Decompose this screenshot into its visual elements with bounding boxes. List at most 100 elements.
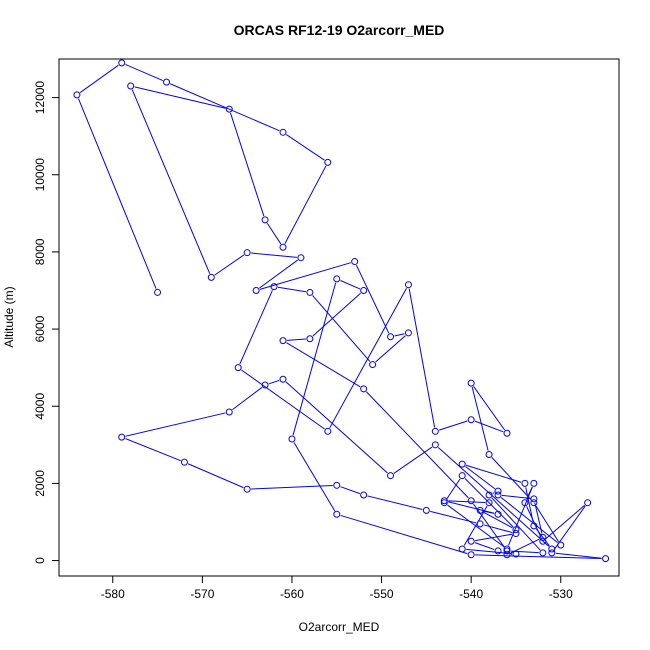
data-point (118, 433, 126, 441)
data-point (225, 408, 233, 416)
series-line-segment (131, 89, 211, 274)
data-point (387, 333, 395, 341)
series-line-segment (214, 254, 245, 276)
data-point (369, 361, 377, 369)
series-line-segment (534, 502, 543, 534)
plot-frame (58, 58, 620, 577)
data-point (485, 491, 493, 499)
series-line-segment (251, 485, 333, 490)
data-point (288, 435, 296, 443)
chart-title: ORCAS RF12-19 O2arcorr_MED (234, 22, 445, 38)
series-line-segment (393, 446, 433, 474)
series-line-segment (284, 165, 327, 244)
series-line-segment (125, 63, 164, 82)
series-line-segment (77, 98, 157, 289)
series-line-segment (367, 495, 423, 510)
data-point (530, 495, 538, 503)
data-point (163, 78, 171, 86)
series-line-segment (251, 252, 297, 258)
y-tick-label: 8000 (33, 238, 47, 265)
data-point (252, 286, 260, 294)
data-point (503, 547, 511, 555)
data-point (154, 288, 162, 296)
series-line-segment (285, 381, 388, 474)
series-line-segment (438, 420, 468, 431)
series-line-segment (293, 442, 336, 512)
data-point (467, 551, 475, 559)
series-line-segment (241, 369, 325, 430)
data-point (467, 379, 475, 387)
series-line-segment (329, 287, 407, 429)
series-line-segment (375, 335, 406, 363)
y-tick-label: 10000 (33, 158, 47, 192)
series-line-segment (229, 112, 265, 217)
series-line-segment (491, 497, 541, 551)
series-line-segment (340, 280, 361, 290)
data-points (73, 59, 610, 563)
data-point (234, 364, 242, 372)
y-tick-label: 12000 (33, 81, 47, 115)
series-line-segment (366, 391, 469, 499)
x-tick-label: -530 (549, 587, 573, 601)
data-point (521, 499, 529, 507)
data-point (279, 375, 287, 383)
data-point (360, 385, 368, 393)
y-axis-label: Altitude (m) (2, 286, 16, 347)
data-point (431, 441, 439, 449)
series-line-segment (473, 386, 506, 431)
series-line-segment (239, 290, 273, 365)
data-point (333, 481, 341, 489)
data-point (440, 499, 448, 507)
data-point (431, 427, 439, 435)
series-line-segment (340, 514, 468, 555)
data-point (270, 283, 278, 291)
series-line-segment (500, 497, 558, 544)
series-line-segment (355, 264, 390, 334)
series-line-segment (312, 292, 361, 337)
data-point (530, 522, 538, 530)
data-point (324, 427, 332, 435)
series-line-segment (430, 510, 477, 524)
data-point (404, 281, 412, 289)
series-lines (77, 63, 602, 560)
data-point (458, 460, 466, 468)
series-line-segment (483, 524, 513, 534)
x-axis: -580 -570 -560 -550 -540 -530 (101, 576, 573, 601)
y-tick-label: 6000 (33, 315, 47, 342)
series-line-segment (79, 64, 119, 93)
data-point (387, 472, 395, 480)
y-tick-label: 2000 (33, 470, 47, 497)
series-line-segment (259, 262, 351, 290)
data-point (476, 520, 484, 528)
x-axis-label: O2arcorr_MED (299, 620, 380, 634)
data-point (602, 555, 610, 563)
series-line-segment (535, 505, 560, 543)
data-point (548, 545, 556, 553)
series-line-segment (491, 457, 532, 501)
series-line-segment (134, 86, 226, 109)
series-line-segment (475, 533, 513, 542)
data-point (494, 487, 502, 495)
data-point (503, 429, 511, 437)
y-tick-label: 4000 (33, 393, 47, 420)
series-line-segment (312, 295, 371, 362)
series-line-segment (169, 83, 280, 132)
series-line-segment (277, 286, 307, 293)
data-point (530, 499, 538, 507)
data-point (279, 128, 287, 136)
data-point (127, 82, 135, 90)
data-point (73, 91, 81, 99)
series-line-segment (232, 387, 263, 411)
series-line-segment (259, 259, 298, 289)
data-point (306, 335, 314, 343)
data-point (494, 547, 502, 555)
series-line-segment (465, 464, 522, 483)
data-point (243, 249, 251, 257)
data-point (467, 497, 475, 505)
series-line-segment (471, 386, 489, 451)
data-point (360, 491, 368, 499)
data-point (180, 458, 188, 466)
series-line-segment (446, 478, 461, 500)
x-tick-label: -570 (190, 587, 214, 601)
series-line-segment (501, 494, 530, 499)
